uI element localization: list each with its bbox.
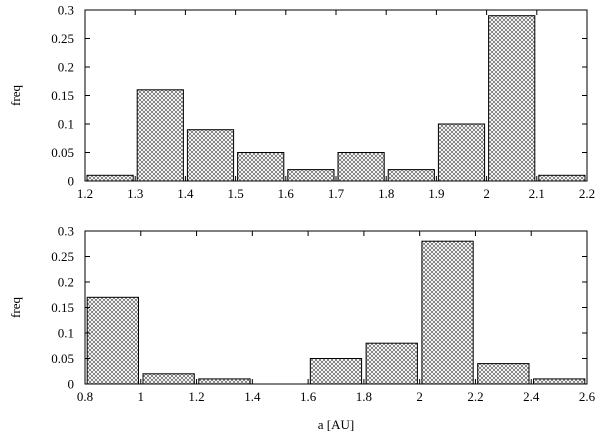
x-tick-label: 1 <box>138 389 145 404</box>
x-tick-label: 1.8 <box>378 186 394 201</box>
x-tick-label: 2 <box>483 186 490 201</box>
y-tick-label: 0 <box>68 174 75 189</box>
histogram-bar <box>477 363 530 385</box>
histogram-bar <box>198 378 251 385</box>
y-tick-label: 0.1 <box>58 117 74 132</box>
y-tick-label: 0 <box>68 377 75 392</box>
histogram-bar <box>186 129 235 182</box>
x-tick-label: 1.4 <box>244 389 261 404</box>
y-tick-label: 0.15 <box>51 88 74 103</box>
y-tick-label: 0.05 <box>51 145 74 160</box>
x-tick-label: 1.6 <box>300 389 317 404</box>
bottom-histogram-panel: 0.8 1 1.2 1.4 1.6 1.8 2 2.2 2.4 2.6 0 0.05 0.1 0.15 0.… <box>8 224 596 433</box>
x-tick-label: 1.3 <box>127 186 143 201</box>
y-tick-label: 0.15 <box>51 300 74 315</box>
x-tick-label: 1.2 <box>188 389 204 404</box>
x-tick-label: 1.4 <box>177 186 194 201</box>
histogram-bar <box>365 342 418 385</box>
x-tick-label: 0.8 <box>77 389 93 404</box>
histogram-bar <box>538 174 586 182</box>
histogram-bar <box>488 15 536 182</box>
x-tick-label: 1.5 <box>227 186 243 201</box>
x-tick-label: 1.7 <box>328 186 345 201</box>
top-histogram-panel: 1.2 1.3 1.4 1.5 1.6 1.7 1.8 1.9 2 2.1 2.2 0 0.05 0.1 0… <box>8 3 595 202</box>
histogram-bar <box>237 152 285 182</box>
histogram-bar <box>437 123 486 182</box>
x-tick-label: 1.2 <box>77 186 93 201</box>
y-axis-label: freq <box>8 297 23 318</box>
histogram-bar <box>533 378 586 385</box>
histogram-bar <box>287 169 335 182</box>
x-tick-label: 2.6 <box>579 389 596 404</box>
x-tick-label: 2.2 <box>579 186 595 201</box>
x-tick-label: 2.4 <box>523 389 540 404</box>
y-tick-label: 0.05 <box>51 351 74 366</box>
x-tick-label: 2.2 <box>467 389 483 404</box>
histogram-bar <box>309 358 363 385</box>
y-tick-label: 0.2 <box>58 275 74 290</box>
histogram-bar <box>421 240 474 385</box>
histogram-bar <box>142 373 195 385</box>
x-tick-label: 1.8 <box>356 389 372 404</box>
y-tick-label: 0.1 <box>58 326 74 341</box>
histogram-bar <box>136 89 184 182</box>
y-tick-label: 0.3 <box>58 3 74 18</box>
x-tick-label: 2 <box>416 389 423 404</box>
y-axis-label: freq <box>8 85 23 106</box>
x-axis-label: a [AU] <box>318 417 354 432</box>
histogram-bar <box>86 174 134 182</box>
y-tick-label: 0.25 <box>51 249 74 264</box>
x-tick-label: 2.1 <box>529 186 545 201</box>
x-tick-label: 1.6 <box>278 186 295 201</box>
histogram-bar <box>86 296 139 385</box>
y-tick-label: 0.3 <box>58 224 74 239</box>
y-tick-label: 0.2 <box>58 60 74 75</box>
histogram-bar <box>387 169 435 182</box>
histogram-bar <box>337 152 385 182</box>
x-tick-label: 1.9 <box>428 186 444 201</box>
y-tick-label: 0.25 <box>51 31 74 46</box>
